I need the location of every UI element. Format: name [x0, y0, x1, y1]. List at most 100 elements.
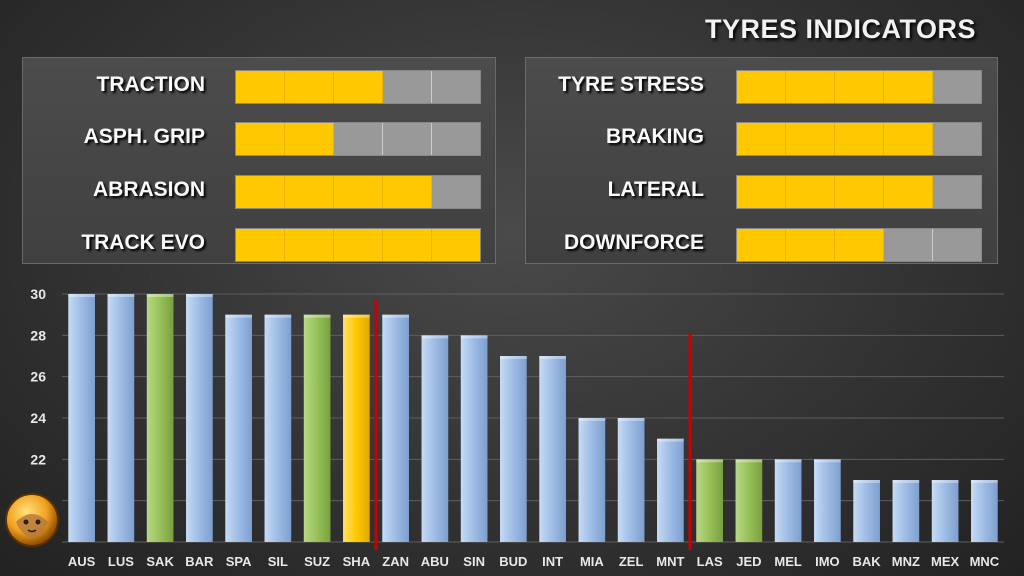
bar-abu [421, 335, 449, 542]
x-tick-label: SUZ [304, 554, 330, 569]
indicator-label: LATERAL [607, 178, 704, 201]
indicator-segment [737, 123, 786, 155]
indicator-segment [236, 229, 285, 261]
x-tick-label: ZEL [619, 554, 644, 569]
indicator-segment [737, 176, 786, 208]
bar-mex [931, 480, 959, 542]
indicator-segment [383, 71, 432, 103]
bar-cap [303, 314, 331, 318]
indicator-segment [334, 229, 383, 261]
indicator-bar [235, 175, 481, 209]
indicator-segment [933, 71, 981, 103]
bar-mnt [657, 438, 684, 542]
indicator-bar [235, 228, 481, 262]
indicator-segment [334, 123, 383, 155]
bar-sil [264, 314, 292, 542]
indicator-segment [334, 71, 383, 103]
indicator-label: DOWNFORCE [564, 231, 704, 254]
indicator-label: ABRASION [92, 178, 205, 201]
bar-cap [107, 294, 135, 297]
x-tick-label: ABU [421, 554, 449, 569]
indicator-segment [236, 123, 285, 155]
indicator-label: TRACTION [96, 73, 206, 96]
indicator-segment [884, 123, 933, 155]
x-tick-label: MEX [931, 554, 960, 569]
indicator-bar [235, 122, 481, 156]
indicator-segment [236, 176, 285, 208]
x-tick-label: ZAN [382, 554, 409, 569]
indicator-bar [736, 228, 982, 262]
bar-sha [343, 314, 370, 542]
indicator-segment [383, 123, 432, 155]
logo-icon [5, 493, 59, 547]
bar-cap [696, 459, 723, 463]
y-tick-label: 22 [30, 451, 46, 467]
bar-cap [892, 480, 920, 483]
indicator-segment [285, 176, 334, 208]
x-tick-label: SIL [268, 554, 288, 569]
bar-las [696, 459, 723, 542]
bar-jed [735, 459, 763, 542]
indicator-segment [334, 176, 383, 208]
x-tick-label: AUS [68, 554, 96, 569]
bar-bar [186, 294, 213, 542]
bar-cap [931, 480, 959, 483]
x-tick-label: JED [736, 554, 761, 569]
bar-cap [500, 356, 527, 359]
x-tick-label: BAK [853, 554, 882, 569]
indicator-segment [786, 229, 835, 261]
bar-zel [617, 418, 645, 542]
bar-cap [774, 459, 802, 463]
bar-cap [971, 480, 998, 483]
bar-cap [460, 335, 488, 339]
bar-sin [460, 335, 488, 542]
bar-spa [225, 314, 252, 542]
indicator-segment [737, 229, 786, 261]
bar-bak [853, 480, 880, 542]
indicator-segment [432, 123, 480, 155]
bar-cap [382, 314, 409, 318]
bar-cap [617, 418, 645, 421]
bar-suz [303, 314, 331, 542]
indicator-segment [786, 71, 835, 103]
indicator-segment [835, 123, 884, 155]
x-tick-label: BUD [499, 554, 527, 569]
indicator-segment [884, 71, 933, 103]
bar-sak [146, 294, 174, 542]
bar-mnc [971, 480, 998, 542]
bar-cap [657, 438, 684, 442]
y-tick-label: 28 [30, 327, 46, 343]
indicator-bar [736, 70, 982, 104]
indicator-panel-right: TYRE STRESS BRAKING LATERAL DOWNFORCE [525, 57, 998, 264]
bar-imo [814, 459, 841, 542]
bar-chart: 202224262830AUSLUSSAKBARSPASILSUZSHAZANA… [30, 286, 1004, 569]
indicator-segment [933, 176, 981, 208]
bar-cap [68, 294, 95, 297]
y-tick-label: 24 [30, 410, 46, 426]
indicator-segment [786, 123, 835, 155]
x-tick-label: MIA [580, 554, 604, 569]
indicator-segment [383, 229, 432, 261]
x-tick-label: INT [542, 554, 563, 569]
bar-mnz [892, 480, 920, 542]
indicator-segment [933, 229, 981, 261]
indicator-bar [736, 122, 982, 156]
bar-cap [264, 314, 292, 318]
indicator-segment [285, 229, 334, 261]
bar-cap [814, 459, 841, 463]
indicator-segment [432, 229, 480, 261]
indicator-segment [236, 71, 285, 103]
indicator-segment [383, 176, 432, 208]
x-tick-label: IMO [815, 554, 840, 569]
bar-cap [421, 335, 449, 339]
indicator-label: TYRE STRESS [558, 73, 704, 96]
x-tick-label: LUS [108, 554, 134, 569]
indicator-segment [786, 176, 835, 208]
indicator-segment [737, 71, 786, 103]
indicator-segment [835, 229, 884, 261]
indicator-segment [432, 71, 480, 103]
bar-lus [107, 294, 135, 542]
bar-aus [68, 294, 95, 542]
x-tick-label: MNC [970, 554, 1000, 569]
indicator-segment [884, 229, 933, 261]
